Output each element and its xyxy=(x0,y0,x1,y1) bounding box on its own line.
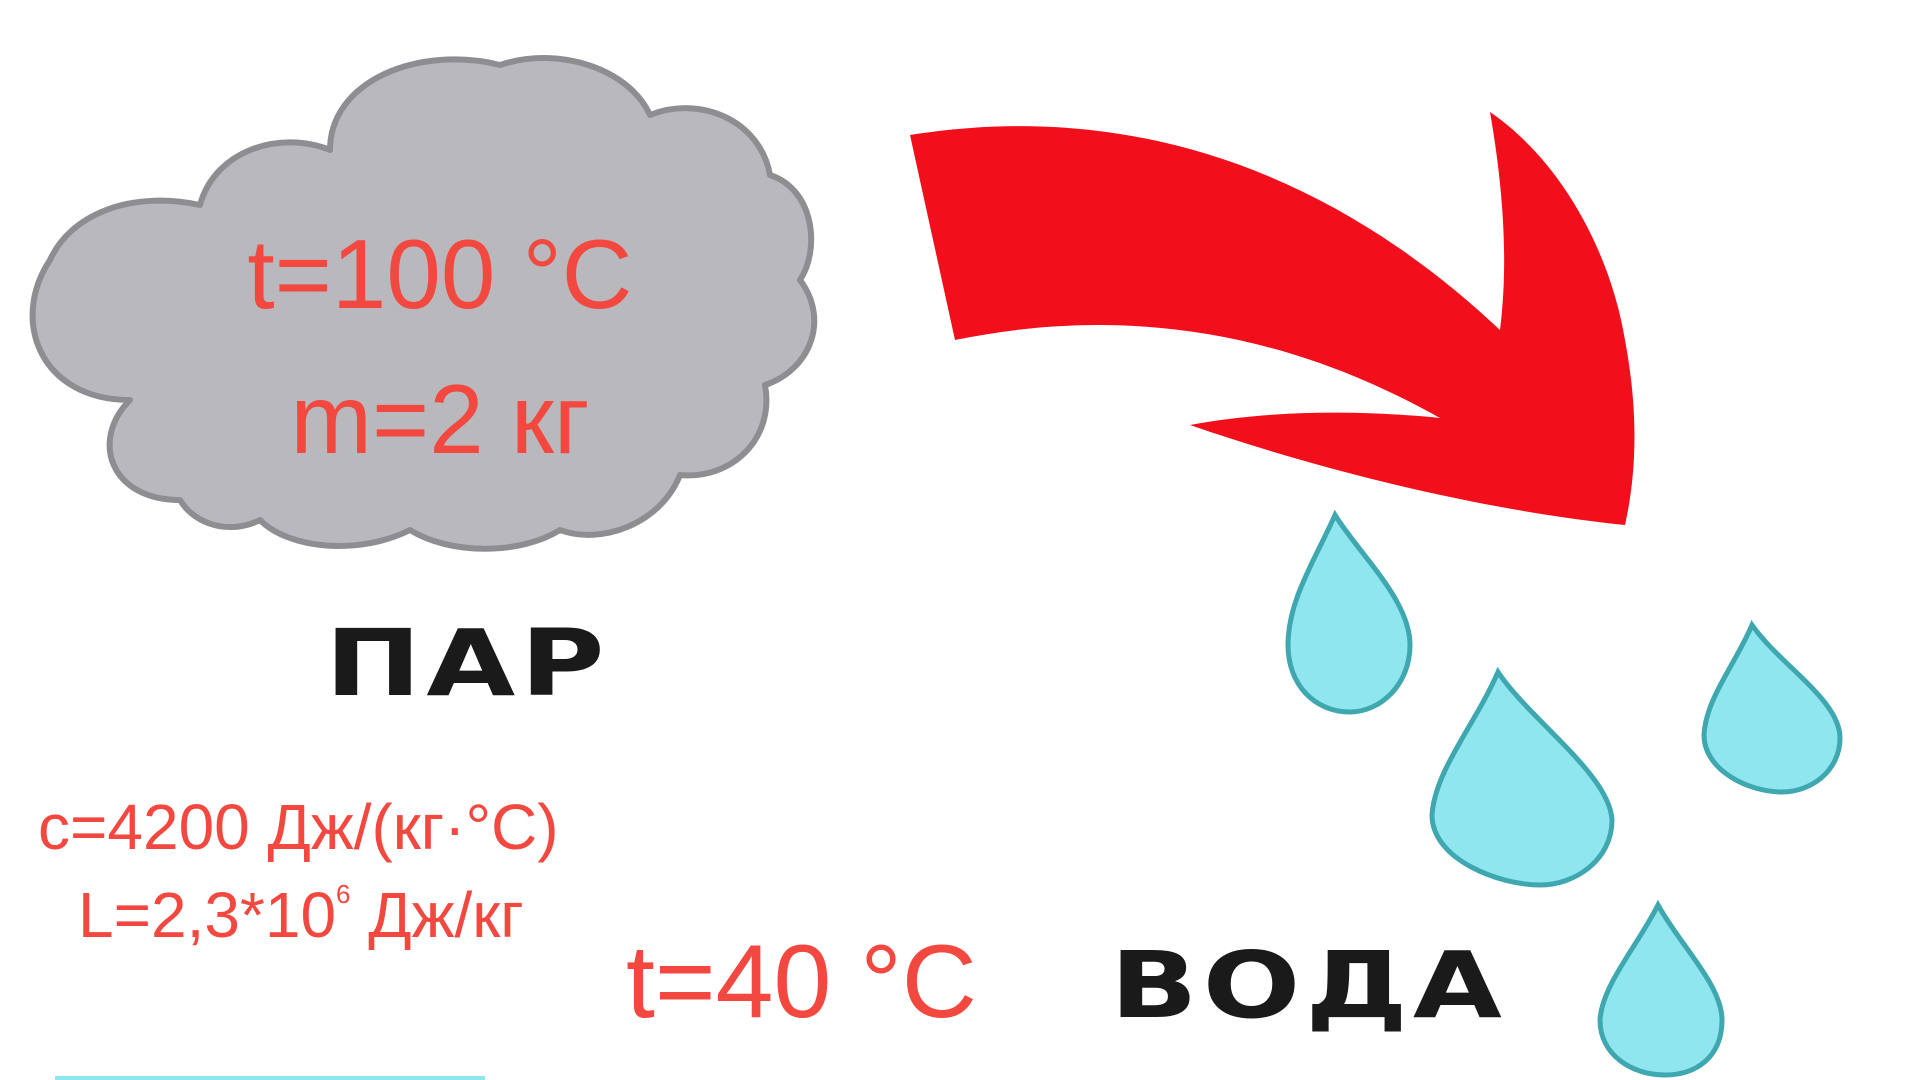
water-drop-1 xyxy=(1285,509,1413,715)
steam-label: ПАР xyxy=(325,610,610,717)
water-drop-4 xyxy=(1597,899,1725,1078)
curved-arrow-icon xyxy=(910,112,1635,525)
initial-temperature: t=100 °C xyxy=(247,219,633,329)
steam-mass: m=2 кг xyxy=(290,364,590,474)
water-label: ВОДА xyxy=(1110,932,1507,1039)
cropped-bottom-element xyxy=(55,1076,485,1080)
latent-heat-exponent: 6 xyxy=(336,879,351,909)
water-drop-icon xyxy=(1285,509,1843,1078)
final-temperature: t=40 °C xyxy=(626,924,977,1040)
latent-heat-suffix: Дж/кг xyxy=(350,879,524,951)
water-drop-2 xyxy=(1429,666,1615,888)
cloud-icon xyxy=(29,55,818,552)
specific-heat: c=4200 Дж/(кг·°С) xyxy=(38,791,559,863)
latent-heat: L=2,3*106 Дж/кг xyxy=(78,881,524,947)
water-drop-3 xyxy=(1701,619,1843,795)
latent-heat-prefix: L=2,3*10 xyxy=(78,879,337,951)
